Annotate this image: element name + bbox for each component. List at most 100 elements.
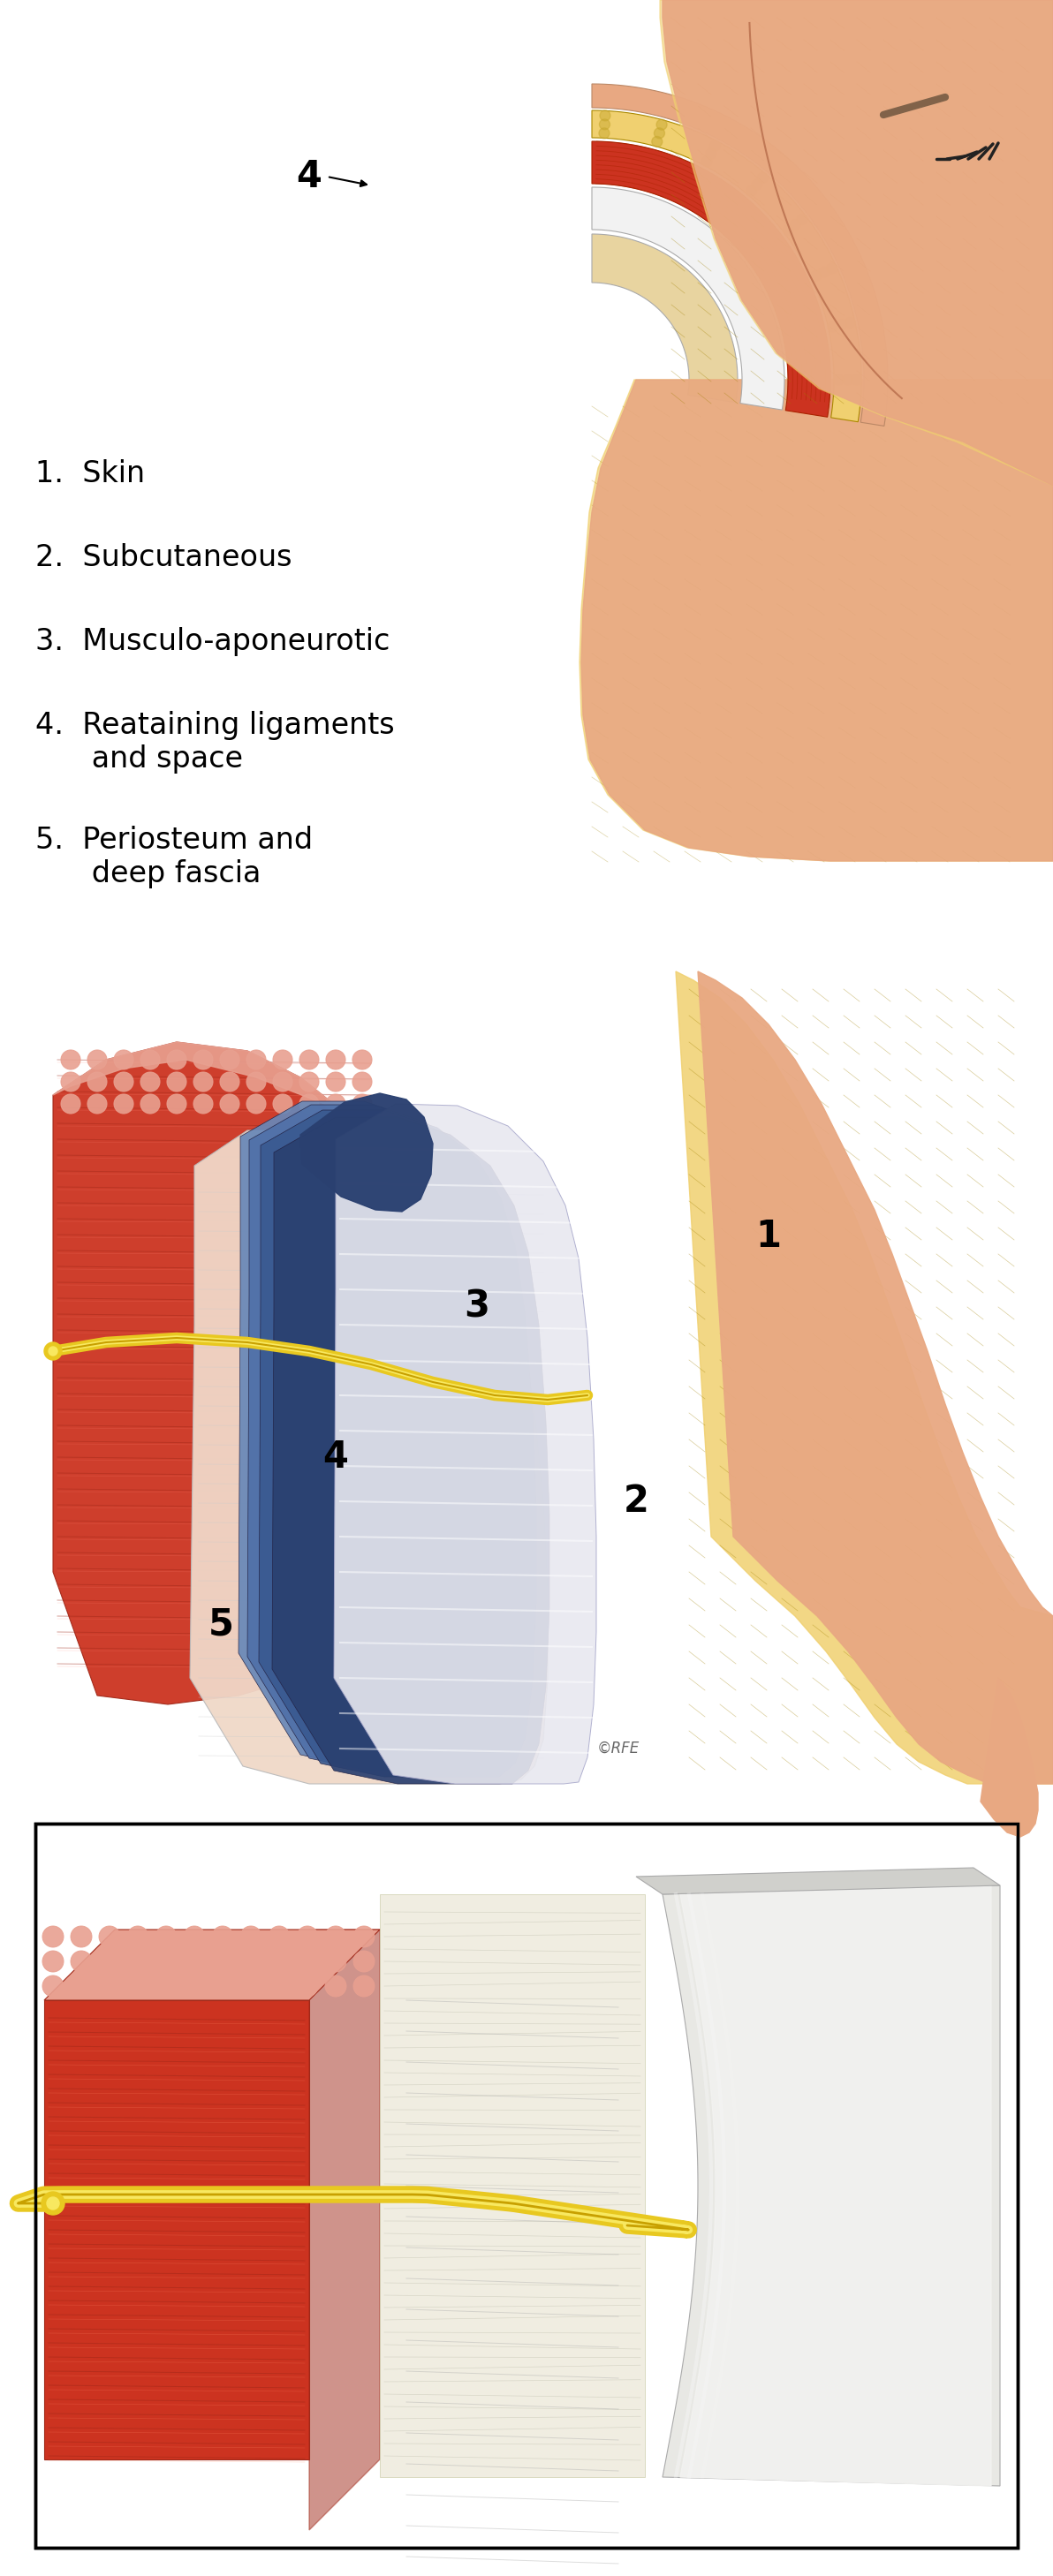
- Circle shape: [240, 1950, 261, 1973]
- Circle shape: [851, 374, 861, 384]
- Polygon shape: [190, 1131, 548, 1783]
- Circle shape: [836, 319, 847, 330]
- Circle shape: [325, 1927, 346, 1947]
- Circle shape: [220, 1072, 239, 1092]
- Circle shape: [246, 1072, 266, 1092]
- Polygon shape: [698, 971, 1053, 1783]
- Text: 1.  Skin: 1. Skin: [36, 459, 145, 489]
- Circle shape: [827, 263, 837, 273]
- Text: 3.  Musculo-aponeurotic: 3. Musculo-aponeurotic: [36, 626, 390, 657]
- Circle shape: [127, 1950, 148, 1973]
- Polygon shape: [662, 0, 1053, 487]
- Polygon shape: [592, 85, 888, 425]
- Polygon shape: [380, 1893, 644, 2478]
- Circle shape: [114, 1051, 134, 1069]
- Text: 4: 4: [297, 157, 322, 196]
- Circle shape: [87, 1095, 107, 1113]
- Polygon shape: [259, 1110, 536, 1777]
- Polygon shape: [44, 1999, 310, 2460]
- Polygon shape: [636, 1868, 1000, 1893]
- Circle shape: [842, 374, 853, 384]
- Polygon shape: [592, 234, 738, 402]
- Circle shape: [269, 1927, 290, 1947]
- Polygon shape: [980, 1677, 1038, 1837]
- Circle shape: [299, 1095, 319, 1113]
- Circle shape: [326, 1072, 345, 1092]
- Circle shape: [183, 1927, 205, 1947]
- FancyBboxPatch shape: [36, 1824, 1017, 2548]
- Circle shape: [811, 270, 821, 281]
- Circle shape: [156, 1950, 177, 1973]
- Circle shape: [273, 1051, 293, 1069]
- Circle shape: [212, 1976, 233, 1996]
- Circle shape: [194, 1095, 213, 1113]
- Circle shape: [600, 111, 611, 121]
- Circle shape: [599, 129, 610, 139]
- Circle shape: [44, 1342, 62, 1360]
- Circle shape: [701, 157, 712, 167]
- Circle shape: [297, 1927, 318, 1947]
- Circle shape: [326, 1095, 345, 1113]
- Text: 2.  Subcutaneous: 2. Subcutaneous: [36, 544, 292, 572]
- Circle shape: [194, 1051, 213, 1069]
- Circle shape: [782, 224, 794, 234]
- Circle shape: [797, 214, 808, 224]
- Text: deep fascia: deep fascia: [36, 860, 261, 889]
- Text: 1: 1: [756, 1218, 781, 1255]
- Circle shape: [41, 2192, 64, 2215]
- Text: and space: and space: [36, 744, 243, 773]
- Circle shape: [246, 1051, 266, 1069]
- Polygon shape: [310, 1929, 380, 2530]
- Circle shape: [828, 322, 838, 332]
- Circle shape: [212, 1927, 233, 1947]
- Polygon shape: [247, 1105, 524, 1772]
- Circle shape: [99, 1950, 120, 1973]
- Circle shape: [326, 1051, 345, 1069]
- Polygon shape: [53, 1043, 380, 1705]
- Circle shape: [299, 1051, 319, 1069]
- Circle shape: [183, 1976, 205, 1996]
- Text: 4: 4: [323, 1437, 349, 1476]
- Circle shape: [706, 149, 716, 160]
- Circle shape: [354, 1976, 375, 1996]
- Circle shape: [656, 118, 667, 129]
- Polygon shape: [660, 0, 1053, 487]
- Circle shape: [273, 1072, 293, 1092]
- Circle shape: [127, 1927, 148, 1947]
- Circle shape: [818, 268, 829, 278]
- Polygon shape: [334, 1105, 596, 1783]
- Circle shape: [140, 1095, 160, 1113]
- Circle shape: [353, 1095, 372, 1113]
- Polygon shape: [239, 1100, 516, 1767]
- Polygon shape: [676, 971, 1053, 1783]
- Circle shape: [325, 1950, 346, 1973]
- Polygon shape: [300, 1092, 433, 1211]
- Circle shape: [752, 180, 762, 191]
- Circle shape: [220, 1051, 239, 1069]
- Circle shape: [246, 1095, 266, 1113]
- Circle shape: [212, 1950, 233, 1973]
- Circle shape: [269, 1950, 290, 1973]
- Circle shape: [220, 1095, 239, 1113]
- Polygon shape: [662, 1886, 1000, 2486]
- Circle shape: [99, 1976, 120, 1996]
- Circle shape: [834, 374, 845, 384]
- Circle shape: [42, 1950, 63, 1973]
- Circle shape: [61, 1051, 80, 1069]
- Polygon shape: [581, 379, 1053, 860]
- Circle shape: [273, 1095, 293, 1113]
- Circle shape: [353, 1072, 372, 1092]
- Circle shape: [61, 1072, 80, 1092]
- Circle shape: [140, 1072, 160, 1092]
- Circle shape: [757, 173, 768, 183]
- Circle shape: [48, 1347, 58, 1355]
- Circle shape: [746, 185, 756, 196]
- Polygon shape: [592, 111, 861, 422]
- Text: 2: 2: [623, 1484, 649, 1520]
- Circle shape: [127, 1976, 148, 1996]
- Circle shape: [167, 1072, 186, 1092]
- Circle shape: [354, 1950, 375, 1973]
- Circle shape: [114, 1095, 134, 1113]
- Circle shape: [710, 139, 720, 152]
- Circle shape: [325, 1976, 346, 1996]
